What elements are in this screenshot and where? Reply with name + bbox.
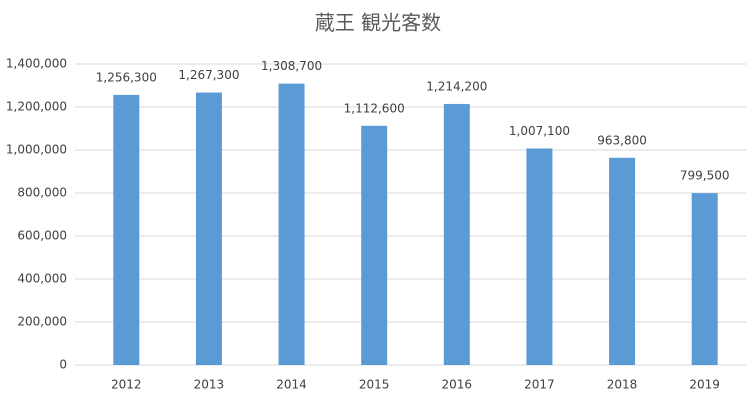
data-label: 1,267,300 (178, 68, 239, 82)
x-tick-label: 2015 (359, 378, 390, 392)
x-tick-label: 2017 (524, 378, 555, 392)
bar (691, 193, 718, 365)
y-tick-label: 200,000 (17, 315, 67, 329)
y-tick-label: 1,400,000 (6, 57, 67, 71)
data-label: 1,112,600 (344, 101, 405, 115)
x-tick-label: 2019 (689, 378, 720, 392)
x-tick-label: 2014 (276, 378, 307, 392)
y-tick-label: 400,000 (17, 272, 67, 286)
data-label: 1,256,300 (96, 70, 157, 84)
bar (526, 148, 553, 365)
y-tick-label: 1,000,000 (6, 143, 67, 157)
data-label: 799,500 (680, 169, 730, 183)
y-tick-label: 600,000 (17, 229, 67, 243)
data-label: 1,308,700 (261, 59, 322, 73)
bar (195, 92, 222, 365)
bar (278, 83, 305, 365)
x-tick-label: 2012 (111, 378, 142, 392)
bar (361, 125, 388, 365)
bar (113, 94, 140, 365)
y-tick-label: 800,000 (17, 186, 67, 200)
chart-title: 蔵王 観光客数 (315, 11, 441, 35)
x-tick-label: 2018 (607, 378, 638, 392)
y-tick-label: 1,200,000 (6, 100, 67, 114)
data-label: 963,800 (597, 133, 647, 147)
data-label: 1,007,100 (509, 124, 570, 138)
y-tick-label: 0 (59, 358, 67, 372)
bar (443, 103, 470, 366)
x-tick-label: 2016 (442, 378, 473, 392)
bar (609, 157, 636, 365)
data-label: 1,214,200 (426, 79, 487, 93)
x-tick-label: 2013 (194, 378, 225, 392)
